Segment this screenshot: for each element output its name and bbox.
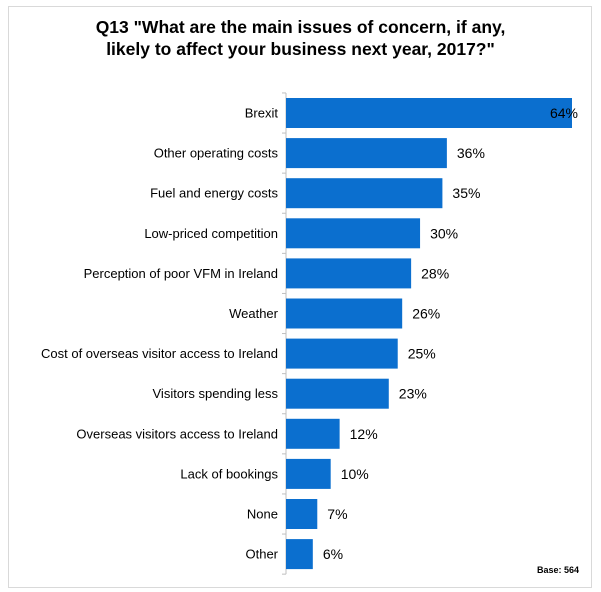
value-label: 6% xyxy=(323,546,343,562)
value-label: 25% xyxy=(408,346,436,362)
base-note: Base: 564 xyxy=(536,565,579,575)
bar xyxy=(286,218,421,249)
value-label: 30% xyxy=(430,225,458,241)
value-label: 23% xyxy=(399,386,427,402)
bar xyxy=(286,298,403,329)
value-label: 35% xyxy=(452,185,480,201)
category-label: Overseas visitors access to Ireland xyxy=(76,426,278,441)
chart-frame xyxy=(8,6,592,588)
value-label: 26% xyxy=(412,306,440,322)
bar xyxy=(286,258,412,289)
category-label: Fuel and energy costs xyxy=(150,186,278,201)
bar xyxy=(286,499,318,529)
value-label: 12% xyxy=(350,426,378,442)
value-label: 7% xyxy=(327,506,347,522)
value-label: 64% xyxy=(550,105,578,121)
category-label: None xyxy=(247,507,278,522)
category-label: Brexit xyxy=(245,106,279,121)
bar xyxy=(286,178,443,209)
category-label: Weather xyxy=(229,306,279,321)
category-label: Perception of poor VFM in Ireland xyxy=(84,266,278,281)
bar xyxy=(286,98,572,128)
bar xyxy=(286,378,389,409)
chart-title-line-2: likely to affect your business next year… xyxy=(106,39,495,59)
value-label: 28% xyxy=(421,265,449,281)
bar xyxy=(286,418,340,449)
category-label: Low-priced competition xyxy=(144,226,278,241)
bar xyxy=(286,539,313,570)
chart-title-line-1: Q13 "What are the main issues of concern… xyxy=(95,17,506,37)
bar xyxy=(286,338,398,369)
value-label: 36% xyxy=(457,145,485,161)
category-label: Other xyxy=(245,547,278,562)
category-label: Other operating costs xyxy=(154,146,279,161)
category-label: Lack of bookings xyxy=(180,466,278,481)
bar xyxy=(286,138,447,169)
bar xyxy=(286,458,331,489)
category-label: Cost of overseas visitor access to Irela… xyxy=(41,346,278,361)
category-label: Visitors spending less xyxy=(153,386,279,401)
value-label: 10% xyxy=(341,466,369,482)
chart-title: Q13 "What are the main issues of concern… xyxy=(0,16,601,60)
